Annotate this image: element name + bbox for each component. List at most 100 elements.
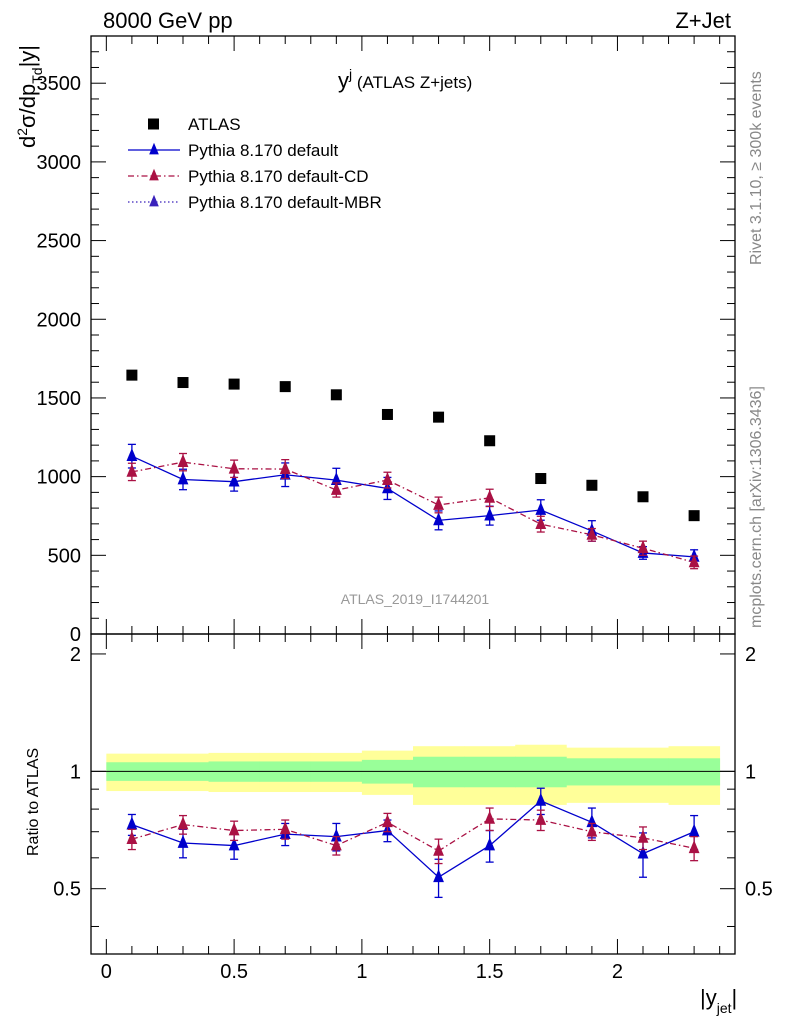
x-tick-label: 0.5 bbox=[220, 961, 248, 983]
data-point bbox=[177, 454, 189, 468]
header-left: 8000 GeV pp bbox=[103, 8, 233, 33]
y-tick-label: 2000 bbox=[37, 309, 82, 331]
atlas-data-point bbox=[279, 381, 291, 393]
ratio-data-point bbox=[382, 814, 393, 828]
ratio-band-stat bbox=[464, 756, 516, 788]
legend-marker bbox=[149, 142, 159, 155]
ratio-data-point bbox=[688, 840, 700, 854]
legend-marker bbox=[149, 194, 159, 207]
data-point bbox=[433, 512, 444, 526]
legend-label: Pythia 8.170 default-CD bbox=[188, 167, 369, 186]
ratio-y-tick-label: 0.5 bbox=[53, 879, 81, 901]
ratio-data-point bbox=[279, 821, 291, 835]
ratio-data-point bbox=[433, 869, 444, 883]
ratio-series-line bbox=[131, 818, 695, 852]
atlas-data-point bbox=[484, 435, 496, 447]
data-point bbox=[535, 501, 547, 515]
data-point bbox=[484, 507, 496, 521]
data-point bbox=[433, 496, 444, 510]
series-line bbox=[131, 455, 695, 558]
chart-title: yj (ATLAS Z+jets) bbox=[338, 66, 472, 93]
title-main: y bbox=[338, 68, 349, 93]
ratio-y-tick-label-right: 2 bbox=[745, 644, 756, 666]
x-tick-label: 0 bbox=[101, 961, 112, 983]
atlas-data-point bbox=[126, 369, 138, 381]
x-axis-label: |yjet| bbox=[700, 985, 737, 1016]
y-tick-label: 0 bbox=[70, 624, 81, 646]
ratio-y-tick-label-right: 1 bbox=[745, 761, 756, 783]
ratio-series-line bbox=[131, 800, 695, 879]
ratio-data-point bbox=[586, 823, 598, 837]
ratio-data-point bbox=[688, 823, 700, 837]
ratio-band-stat bbox=[617, 758, 669, 786]
ratio-y-tick-label-right: 0.5 bbox=[745, 879, 773, 901]
legend: ATLAS Pythia 8.170 default Pythia 8.170 de… bbox=[128, 115, 382, 212]
data-point bbox=[330, 481, 342, 495]
data-point bbox=[688, 554, 700, 568]
atlas-data-point bbox=[228, 378, 240, 390]
top-panel: 0 500 1000 1500 2000 2500 3000 3500 yj (ATLAS Z… bbox=[14, 35, 736, 646]
data-point bbox=[484, 489, 496, 503]
ratio-data-point bbox=[177, 834, 189, 848]
ratio-band-stat bbox=[413, 756, 465, 788]
ratio-data-point bbox=[126, 816, 138, 830]
header-right: Z+Jet bbox=[675, 8, 731, 33]
x-tick-label: 1 bbox=[356, 961, 367, 983]
x-tick-label: 1.5 bbox=[476, 961, 504, 983]
atlas-data-point bbox=[177, 377, 189, 389]
data-point bbox=[126, 463, 138, 477]
data-point bbox=[637, 540, 649, 554]
ratio-data-point bbox=[484, 837, 496, 851]
mcplots-label: mcplots.cern.ch [arXiv:1306.3436] bbox=[748, 386, 765, 628]
ratio-band-stat bbox=[566, 758, 618, 786]
atlas-data-point bbox=[433, 411, 445, 423]
ratio-y-tick-label: 2 bbox=[70, 644, 81, 666]
data-point bbox=[279, 460, 291, 474]
title-sup: j bbox=[348, 66, 352, 82]
atlas-data-point bbox=[381, 408, 393, 420]
data-point bbox=[228, 473, 240, 487]
title-rest: (ATLAS Z+jets) bbox=[352, 73, 472, 92]
ratio-data-point bbox=[637, 829, 649, 843]
legend-marker bbox=[148, 118, 159, 130]
ratio-band-stat bbox=[668, 758, 721, 786]
data-point bbox=[126, 448, 138, 462]
atlas-data-point bbox=[637, 491, 649, 503]
y-tick-label: 500 bbox=[48, 545, 81, 567]
atlas-data-point bbox=[586, 479, 598, 491]
y-tick-label: 2500 bbox=[37, 231, 82, 253]
ratio-data-point bbox=[330, 837, 342, 851]
ratio-panel: 0.5 0.5 1 1 2 2 0 0.5 1 1.5 2 Ratio to ATLAS |yje… bbox=[25, 633, 773, 1016]
ratio-data-point bbox=[535, 811, 547, 825]
ratio-data-point bbox=[126, 831, 138, 844]
y-tick-label: 3500 bbox=[37, 73, 82, 95]
ratio-data-point bbox=[177, 816, 189, 830]
y-axis-label: d2σ/dpTd|y| bbox=[14, 45, 45, 148]
atlas-data-point bbox=[688, 510, 700, 522]
rivet-label: Rivet 3.1.10, ≥ 300k events bbox=[748, 71, 765, 265]
y-tick-label: 1500 bbox=[37, 388, 82, 410]
atlas-data-point bbox=[330, 389, 342, 401]
ratio-data-point bbox=[228, 822, 240, 836]
ratio-band-stat bbox=[515, 756, 567, 788]
ratio-y-tick-label: 1 bbox=[70, 761, 81, 783]
data-point bbox=[177, 471, 189, 485]
ratio-y-label: Ratio to ATLAS bbox=[25, 748, 42, 856]
x-tick-label: 2 bbox=[612, 961, 623, 983]
ratio-data-point bbox=[484, 810, 496, 824]
legend-label: ATLAS bbox=[188, 115, 241, 134]
data-point bbox=[535, 516, 547, 530]
watermark: ATLAS_2019_I1744201 bbox=[341, 591, 490, 607]
legend-marker bbox=[149, 168, 159, 181]
ratio-data-point bbox=[535, 792, 547, 806]
series-line bbox=[131, 461, 695, 564]
ratio-data-point bbox=[637, 845, 649, 859]
legend-label: Pythia 8.170 default bbox=[188, 141, 339, 160]
y-tick-label: 3000 bbox=[37, 152, 82, 174]
ratio-data-point bbox=[330, 828, 342, 842]
data-point bbox=[382, 471, 393, 485]
atlas-data-point bbox=[535, 473, 547, 485]
data-point bbox=[586, 526, 598, 540]
ratio-data-point bbox=[433, 842, 444, 856]
